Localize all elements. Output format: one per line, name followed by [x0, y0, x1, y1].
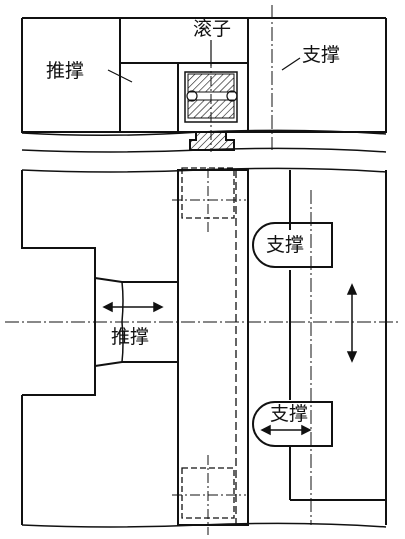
central-bar	[177, 169, 249, 526]
top-break-line	[21, 129, 387, 137]
right-support-block-outline	[247, 18, 387, 133]
label-support-bottom: 支撑	[270, 403, 309, 425]
leader-support-top	[281, 57, 301, 71]
bottom-break-line	[21, 522, 387, 528]
roller-axle-right	[226, 90, 238, 102]
push-arrow-left-head	[102, 301, 113, 313]
push-arrow-right-head	[153, 301, 164, 313]
support-arrow-right-head	[301, 424, 312, 436]
label-push-brace-bottom: 推撑	[111, 326, 150, 348]
support-shoe-bottom	[252, 401, 333, 447]
leader-push-top	[107, 69, 133, 83]
left-frame-outline	[21, 170, 58, 249]
support-arrow-left-head	[260, 424, 271, 436]
support-shoe-middle	[252, 222, 333, 268]
right-frame-bottom	[290, 170, 387, 501]
label-support-top: 支撑	[302, 44, 341, 66]
label-push-brace-top: 推撑	[46, 60, 85, 82]
label-support-middle: 支撑	[266, 234, 305, 256]
top-section-view	[21, 5, 387, 153]
label-roller: 滚子	[193, 18, 232, 40]
vertical-arrow-up-head	[346, 283, 358, 295]
vertical-arrow-down-head	[346, 351, 358, 363]
t-slot-piece	[189, 132, 235, 151]
upper-break-line	[21, 147, 387, 153]
roller-axle-left	[186, 90, 198, 102]
bottom-side-view	[5, 167, 400, 535]
motion-arrows	[102, 283, 358, 436]
